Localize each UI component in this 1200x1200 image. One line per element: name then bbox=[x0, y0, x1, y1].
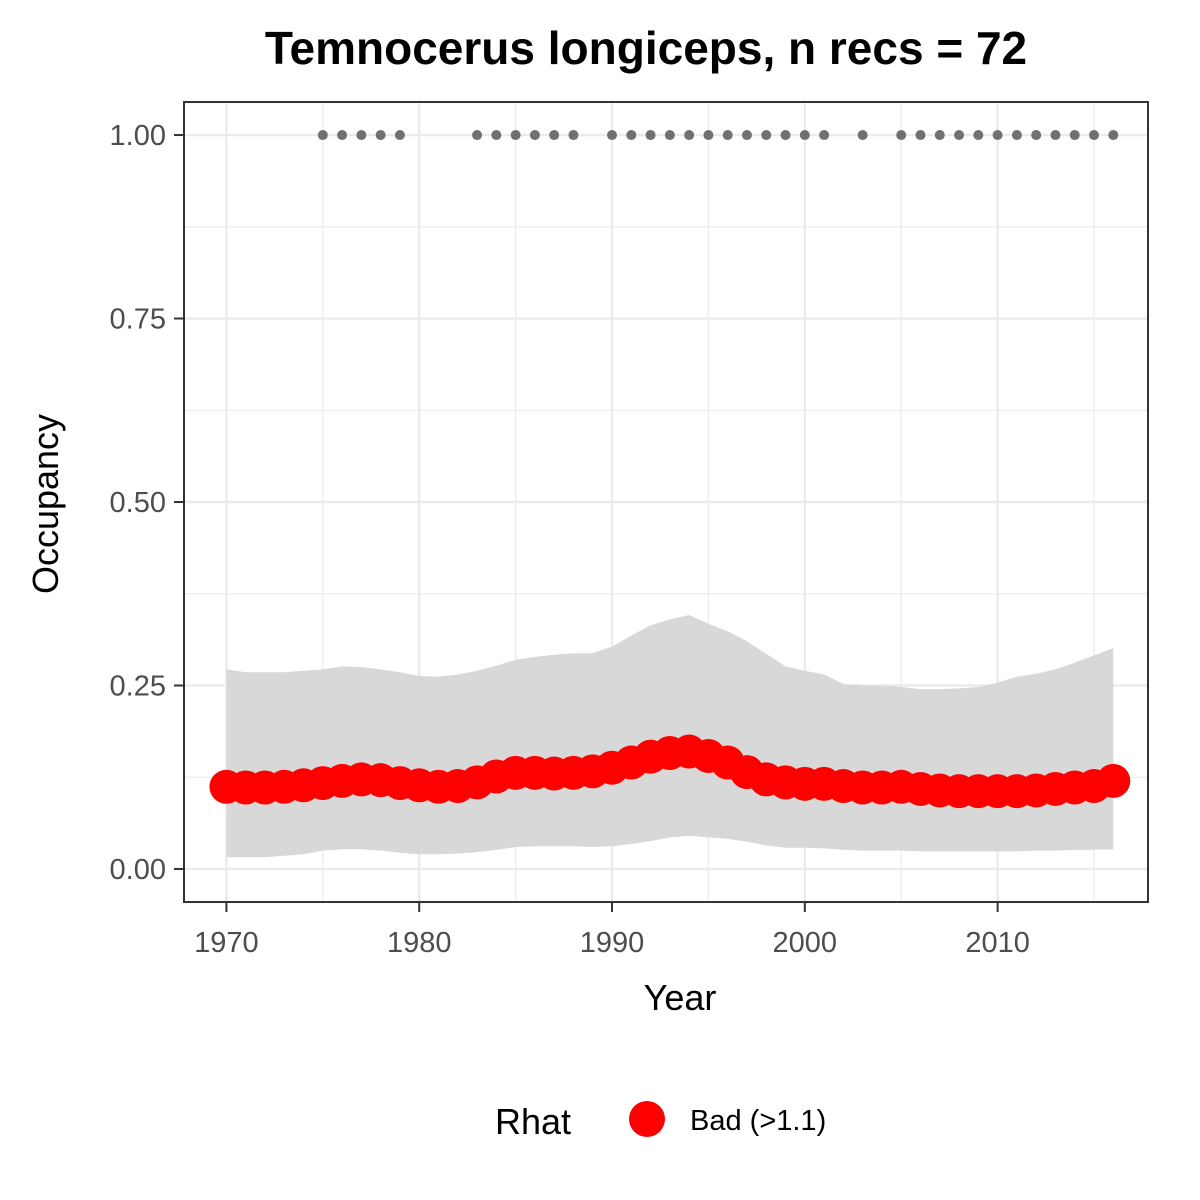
legend-label-bad-rhat: Bad (>1.1) bbox=[690, 1105, 826, 1137]
record-point bbox=[1108, 130, 1119, 141]
y-tick-label: 0.25 bbox=[110, 670, 166, 702]
x-axis: 1970 1980 1990 2000 2010 bbox=[194, 902, 1030, 959]
record-point bbox=[799, 130, 810, 141]
y-tick-label: 0.50 bbox=[110, 487, 166, 519]
record-point bbox=[915, 130, 926, 141]
record-point bbox=[934, 130, 945, 141]
record-point bbox=[1031, 130, 1042, 141]
record-points-layer bbox=[317, 130, 1119, 141]
legend-title: Rhat bbox=[495, 1101, 571, 1142]
record-point bbox=[626, 130, 637, 141]
record-point bbox=[1069, 130, 1080, 141]
record-point bbox=[1011, 130, 1022, 141]
mean-occupancy-layer bbox=[209, 734, 1131, 809]
record-point bbox=[896, 130, 907, 141]
record-point bbox=[819, 130, 830, 141]
record-point bbox=[510, 130, 521, 141]
record-point bbox=[992, 130, 1003, 141]
record-point bbox=[684, 130, 695, 141]
record-point bbox=[472, 130, 483, 141]
record-point bbox=[529, 130, 540, 141]
record-point bbox=[664, 130, 675, 141]
record-point bbox=[491, 130, 502, 141]
record-point bbox=[356, 130, 367, 141]
legend: Rhat Bad (>1.1) bbox=[495, 1101, 826, 1142]
y-tick-label: 1.00 bbox=[110, 120, 166, 152]
record-point bbox=[780, 130, 791, 141]
x-tick-label: 1970 bbox=[194, 927, 259, 959]
record-point bbox=[857, 130, 868, 141]
record-point bbox=[722, 130, 733, 141]
record-point bbox=[607, 130, 618, 141]
y-tick-label: 0.75 bbox=[110, 304, 166, 336]
record-point bbox=[1089, 130, 1100, 141]
record-point bbox=[394, 130, 405, 141]
record-point bbox=[549, 130, 560, 141]
x-tick-label: 2010 bbox=[965, 927, 1030, 959]
record-point bbox=[337, 130, 348, 141]
record-point bbox=[741, 130, 752, 141]
chart-title: Temnocerus longiceps, n recs = 72 bbox=[265, 22, 1027, 74]
y-axis-title: Occupancy bbox=[25, 414, 66, 594]
record-point bbox=[1050, 130, 1061, 141]
mean-occupancy-point bbox=[1096, 763, 1131, 798]
x-axis-title: Year bbox=[644, 977, 717, 1018]
x-tick-label: 1990 bbox=[580, 927, 645, 959]
legend-key-bad-rhat bbox=[629, 1101, 665, 1137]
record-point bbox=[954, 130, 965, 141]
y-axis: 0.00 0.25 0.50 0.75 1.00 bbox=[110, 120, 184, 886]
record-point bbox=[645, 130, 656, 141]
x-tick-label: 1980 bbox=[387, 927, 452, 959]
y-tick-label: 0.00 bbox=[110, 854, 166, 886]
record-point bbox=[317, 130, 328, 141]
record-point bbox=[568, 130, 579, 141]
record-point bbox=[973, 130, 984, 141]
record-point bbox=[375, 130, 386, 141]
x-tick-label: 2000 bbox=[773, 927, 838, 959]
record-point bbox=[703, 130, 714, 141]
record-point bbox=[761, 130, 772, 141]
